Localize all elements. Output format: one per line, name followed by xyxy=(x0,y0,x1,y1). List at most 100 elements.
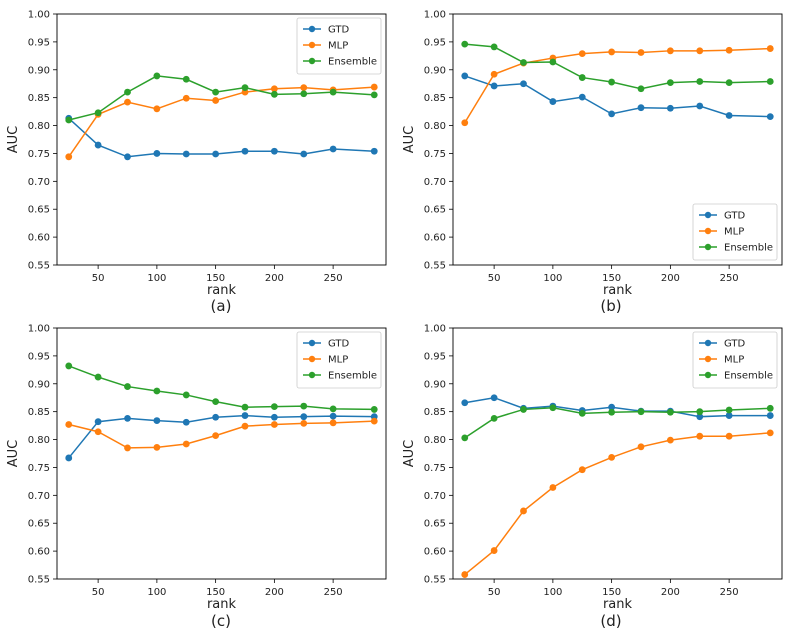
legend-marker-gtd xyxy=(308,339,316,347)
data-point-mlp xyxy=(370,417,378,425)
data-point-ensemble xyxy=(65,116,73,124)
data-point-mlp xyxy=(212,432,220,440)
data-point-mlp xyxy=(696,47,704,55)
panel-caption: (b) xyxy=(600,297,621,315)
y-tick-label: 0.95 xyxy=(424,351,446,362)
data-point-gtd xyxy=(490,394,498,402)
data-point-ensemble xyxy=(153,387,161,395)
y-tick-label: 0.80 xyxy=(28,435,50,446)
legend-marker-mlp xyxy=(704,227,712,235)
y-tick-label: 0.55 xyxy=(28,261,50,272)
data-point-mlp xyxy=(666,436,674,444)
legend-label-mlp: MLP xyxy=(328,41,348,52)
data-point-mlp xyxy=(766,429,774,437)
y-tick-label: 0.75 xyxy=(28,463,50,474)
data-point-gtd xyxy=(461,72,469,80)
legend-label-mlp: MLP xyxy=(724,227,744,238)
data-point-mlp xyxy=(370,83,378,91)
x-tick-label: 200 xyxy=(265,587,284,598)
data-point-mlp xyxy=(182,440,190,448)
data-point-mlp xyxy=(212,97,220,104)
data-point-mlp xyxy=(461,119,469,127)
x-axis-label: rank xyxy=(603,283,633,298)
data-point-gtd xyxy=(182,150,190,158)
data-point-ensemble xyxy=(94,109,102,117)
y-tick-label: 0.90 xyxy=(424,379,446,390)
data-point-ensemble xyxy=(520,406,527,413)
data-point-ensemble xyxy=(300,90,308,98)
legend-label-gtd: GTD xyxy=(328,339,350,350)
x-tick-label: 200 xyxy=(265,273,284,284)
data-point-mlp xyxy=(124,98,131,106)
legend-marker-mlp xyxy=(704,355,712,363)
data-point-ensemble xyxy=(241,403,249,411)
y-axis-label: AUC xyxy=(402,440,417,468)
legend: GTD MLP Ensemble xyxy=(692,203,778,261)
legend-marker-mlp xyxy=(308,41,316,49)
legend-box xyxy=(692,331,778,389)
data-point-gtd xyxy=(300,150,308,158)
data-point-mlp xyxy=(94,428,102,436)
data-point-ensemble xyxy=(329,405,337,413)
data-point-ensemble xyxy=(725,79,733,87)
data-point-mlp xyxy=(124,444,131,452)
data-point-mlp xyxy=(578,466,586,474)
legend-label-ensemble: Ensemble xyxy=(724,243,773,254)
data-point-mlp xyxy=(270,85,278,93)
plot-frame xyxy=(452,327,783,580)
data-point-mlp xyxy=(549,484,557,491)
y-tick-label: 0.85 xyxy=(28,407,50,418)
data-point-gtd xyxy=(725,412,733,419)
legend-label-ensemble: Ensemble xyxy=(724,371,773,382)
x-tick-label: 250 xyxy=(324,273,343,284)
plot-frame xyxy=(56,13,387,266)
data-point-mlp xyxy=(329,419,337,427)
y-tick-label: 0.55 xyxy=(28,575,50,586)
data-point-ensemble xyxy=(329,88,337,96)
data-point-ensemble xyxy=(212,398,220,406)
data-point-gtd xyxy=(182,418,190,426)
chart-panel-2: 0.55 0.60 0.65 0.70 0.75 0.80 0.85 0.90 0.95 1.00… xyxy=(6,324,387,630)
legend-marker-mlp xyxy=(308,355,316,363)
data-point-ensemble xyxy=(666,79,674,87)
x-tick-label: 150 xyxy=(602,587,621,598)
data-point-mlp xyxy=(65,421,73,428)
data-point-mlp xyxy=(490,547,498,554)
x-tick-label: 150 xyxy=(206,273,225,284)
data-point-gtd xyxy=(725,112,733,119)
data-point-ensemble xyxy=(270,403,278,411)
data-point-ensemble xyxy=(300,402,308,410)
data-point-mlp xyxy=(461,571,469,578)
data-point-ensemble xyxy=(270,90,278,98)
data-point-ensemble xyxy=(520,59,527,66)
data-point-ensemble xyxy=(696,78,704,85)
data-point-gtd xyxy=(637,104,645,112)
data-point-mlp xyxy=(608,454,616,461)
data-point-ensemble xyxy=(608,408,616,416)
data-point-gtd xyxy=(370,147,378,155)
y-tick-label: 1.00 xyxy=(424,10,446,21)
data-point-mlp xyxy=(725,432,733,440)
x-tick-label: 250 xyxy=(720,273,739,284)
x-tick-label: 100 xyxy=(147,587,166,598)
legend-label-gtd: GTD xyxy=(724,211,746,222)
data-point-gtd xyxy=(578,93,586,101)
legend-marker-ensemble xyxy=(308,57,316,65)
x-tick-label: 250 xyxy=(324,587,343,598)
data-point-gtd xyxy=(241,147,249,155)
data-point-mlp xyxy=(490,70,498,78)
data-point-gtd xyxy=(329,145,337,153)
data-point-ensemble xyxy=(94,373,102,381)
y-axis-label: AUC xyxy=(6,440,21,468)
data-point-gtd xyxy=(666,104,674,112)
data-point-ensemble xyxy=(578,74,586,81)
data-point-mlp xyxy=(637,443,645,451)
data-point-ensemble xyxy=(461,40,469,48)
x-tick-label: 100 xyxy=(543,587,562,598)
data-point-mlp xyxy=(637,49,645,56)
y-tick-label: 0.55 xyxy=(424,261,446,272)
legend-label-ensemble: Ensemble xyxy=(328,371,377,382)
data-point-mlp xyxy=(666,47,674,55)
